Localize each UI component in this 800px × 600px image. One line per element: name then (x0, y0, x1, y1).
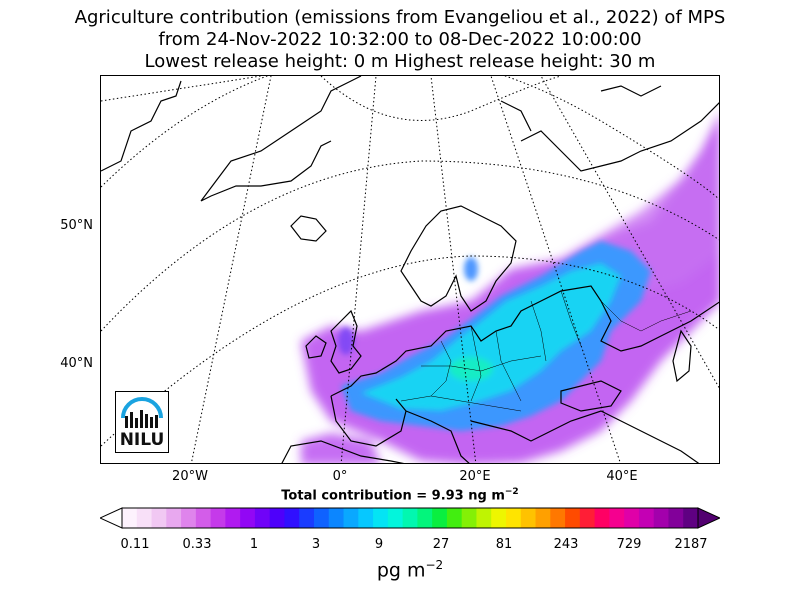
colorbar-tick-9: 2187 (674, 537, 708, 552)
britain-coast (305, 309, 362, 374)
colorbar (100, 507, 720, 529)
colorbar-cell (343, 508, 359, 528)
lon-label-20e: 20°E (459, 469, 491, 484)
logo-skyline-icon (125, 410, 158, 428)
map-panel (100, 75, 720, 464)
greenland-coast (200, 76, 362, 202)
colorbar-cell (122, 508, 138, 528)
colorbar-cell (387, 508, 404, 528)
colorbar-cell (638, 508, 655, 528)
colorbar-cell (417, 508, 433, 528)
nilu-logo-mark (121, 397, 163, 428)
colorbar-cell (181, 508, 197, 528)
russia-arctic-coast (500, 85, 719, 172)
total-contribution-text: Total contribution = 9.93 ng m (281, 488, 505, 504)
colorbar-tick-4: 9 (374, 537, 384, 552)
plume-core-green (449, 357, 493, 381)
colorbar-cells (122, 508, 699, 528)
concentration-field (301, 115, 719, 463)
colorbar-cell (210, 508, 226, 528)
colorbar-high-extend (697, 507, 720, 529)
colorbar-low-extend (100, 507, 123, 529)
colorbar-cell (151, 508, 167, 528)
country-borders (400, 290, 692, 412)
africa-coast (281, 440, 405, 463)
colorbar-cell (535, 508, 551, 528)
graticule (101, 76, 719, 463)
colorbar-tick-3: 3 (311, 537, 321, 552)
colorbar-cell (314, 508, 330, 528)
colorbar-cell (358, 508, 374, 528)
colorbar-cell (166, 508, 182, 528)
colorbar-cell (550, 508, 566, 528)
colorbar-cell (269, 508, 285, 528)
colorbar-cell (624, 508, 640, 528)
colorbar-cell (565, 508, 581, 528)
colorbar-cell (653, 508, 669, 528)
colorbar-tick-2: 1 (249, 537, 259, 552)
black-sea-coast (560, 380, 622, 412)
colorbar-cell (594, 508, 610, 528)
iceland-coast (290, 215, 327, 242)
nilu-logo-text: NILU (119, 430, 165, 450)
arctic-canada-coast (101, 80, 182, 172)
colorbar-cell (328, 508, 345, 528)
colorbar-cell (506, 508, 522, 528)
colorbar-tick-8: 729 (616, 537, 642, 552)
mediterranean-coast (405, 410, 700, 463)
colorbar-cell (195, 508, 212, 528)
plume-britain (338, 327, 354, 355)
nilu-logo: NILU (115, 391, 169, 453)
colorbar-cell (136, 508, 153, 528)
scandinavia-coast (400, 205, 517, 312)
lon-label-20w: 20°W (172, 469, 208, 484)
plume-scandinavia (464, 257, 478, 281)
colorbar-cell (461, 508, 477, 528)
colorbar-cell (284, 508, 300, 528)
colorbar-cell (579, 508, 596, 528)
coastlines (101, 76, 719, 463)
lat-label-40n: 40°N (60, 356, 93, 371)
lon-label-40e: 40°E (606, 469, 638, 484)
colorbar-cell (402, 508, 418, 528)
colorbar-tick-7: 243 (553, 537, 579, 552)
caspian-coast (672, 329, 692, 383)
colorbar-tick-5: 27 (432, 537, 450, 552)
map-title-line-1: Agriculture contribution (emissions from… (74, 7, 726, 28)
colorbar-cell (254, 508, 271, 528)
colorbar-unit-exponent: −2 (425, 558, 444, 572)
colorbar-unit: pg m−2 (0, 558, 800, 581)
lat-label-50n: 50°N (60, 218, 93, 233)
colorbar-cell (491, 508, 507, 528)
colorbar-cell (225, 508, 241, 528)
colorbar-cell (373, 508, 389, 528)
colorbar-cell (520, 508, 537, 528)
colorbar-cell (432, 508, 448, 528)
map-title-line-3: Lowest release height: 0 m Highest relea… (144, 51, 656, 72)
lon-label-0: 0° (332, 469, 348, 484)
total-contribution-exponent: −2 (504, 487, 519, 497)
map-title-line-2: from 24-Nov-2022 10:32:00 to 08-Dec-2022… (158, 29, 642, 50)
colorbar-tick-0: 0.11 (120, 537, 150, 552)
colorbar-cell (668, 508, 684, 528)
colorbar-tick-1: 0.33 (182, 537, 212, 552)
colorbar-cell (476, 508, 492, 528)
plume-core-cyan (361, 263, 621, 411)
europe-coast (330, 285, 719, 397)
colorbar-unit-text: pg m (376, 559, 426, 582)
logo-arc-icon (121, 397, 163, 419)
colorbar-cell (240, 508, 256, 528)
colorbar-cell (609, 508, 625, 528)
colorbar-tick-6: 81 (495, 537, 513, 552)
total-contribution: Total contribution = 9.93 ng m−2 (0, 487, 800, 503)
colorbar-cell (683, 508, 699, 528)
colorbar-cell (299, 508, 315, 528)
colorbar-outline (121, 507, 699, 529)
map-canvas (101, 76, 719, 463)
colorbar-cell (446, 508, 463, 528)
